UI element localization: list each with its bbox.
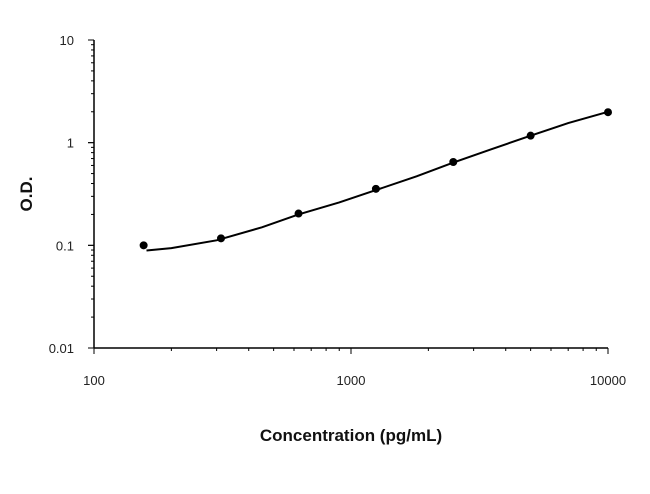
- data-point: [526, 131, 535, 140]
- data-points: [139, 108, 612, 250]
- y-axis-title: O.D.: [17, 177, 36, 212]
- fit-curve: [146, 110, 609, 252]
- data-point: [449, 158, 458, 167]
- x-axis-tick-labels: 100 1000 10000: [83, 373, 626, 388]
- x-axis-ticks: [93, 348, 609, 354]
- x-tick-label: 100: [83, 373, 105, 388]
- data-point: [294, 209, 303, 218]
- data-point: [604, 108, 612, 117]
- x-axis-title: Concentration (pg/mL): [260, 426, 442, 445]
- y-tick-label: 0.1: [56, 238, 74, 253]
- y-axis-tick-labels: 0.01 0.1 1 10: [49, 33, 74, 356]
- data-point: [371, 184, 380, 193]
- plot-area: 0.01 0.1 1 10 100 1000 10000: [49, 33, 626, 388]
- y-tick-label: 0.01: [49, 341, 74, 356]
- x-tick-label: 10000: [590, 373, 626, 388]
- y-tick-label: 10: [60, 33, 74, 48]
- data-point: [216, 234, 225, 243]
- y-tick-label: 1: [67, 136, 74, 151]
- y-axis-ticks: [88, 39, 94, 349]
- x-tick-label: 1000: [337, 373, 366, 388]
- data-point: [139, 241, 148, 250]
